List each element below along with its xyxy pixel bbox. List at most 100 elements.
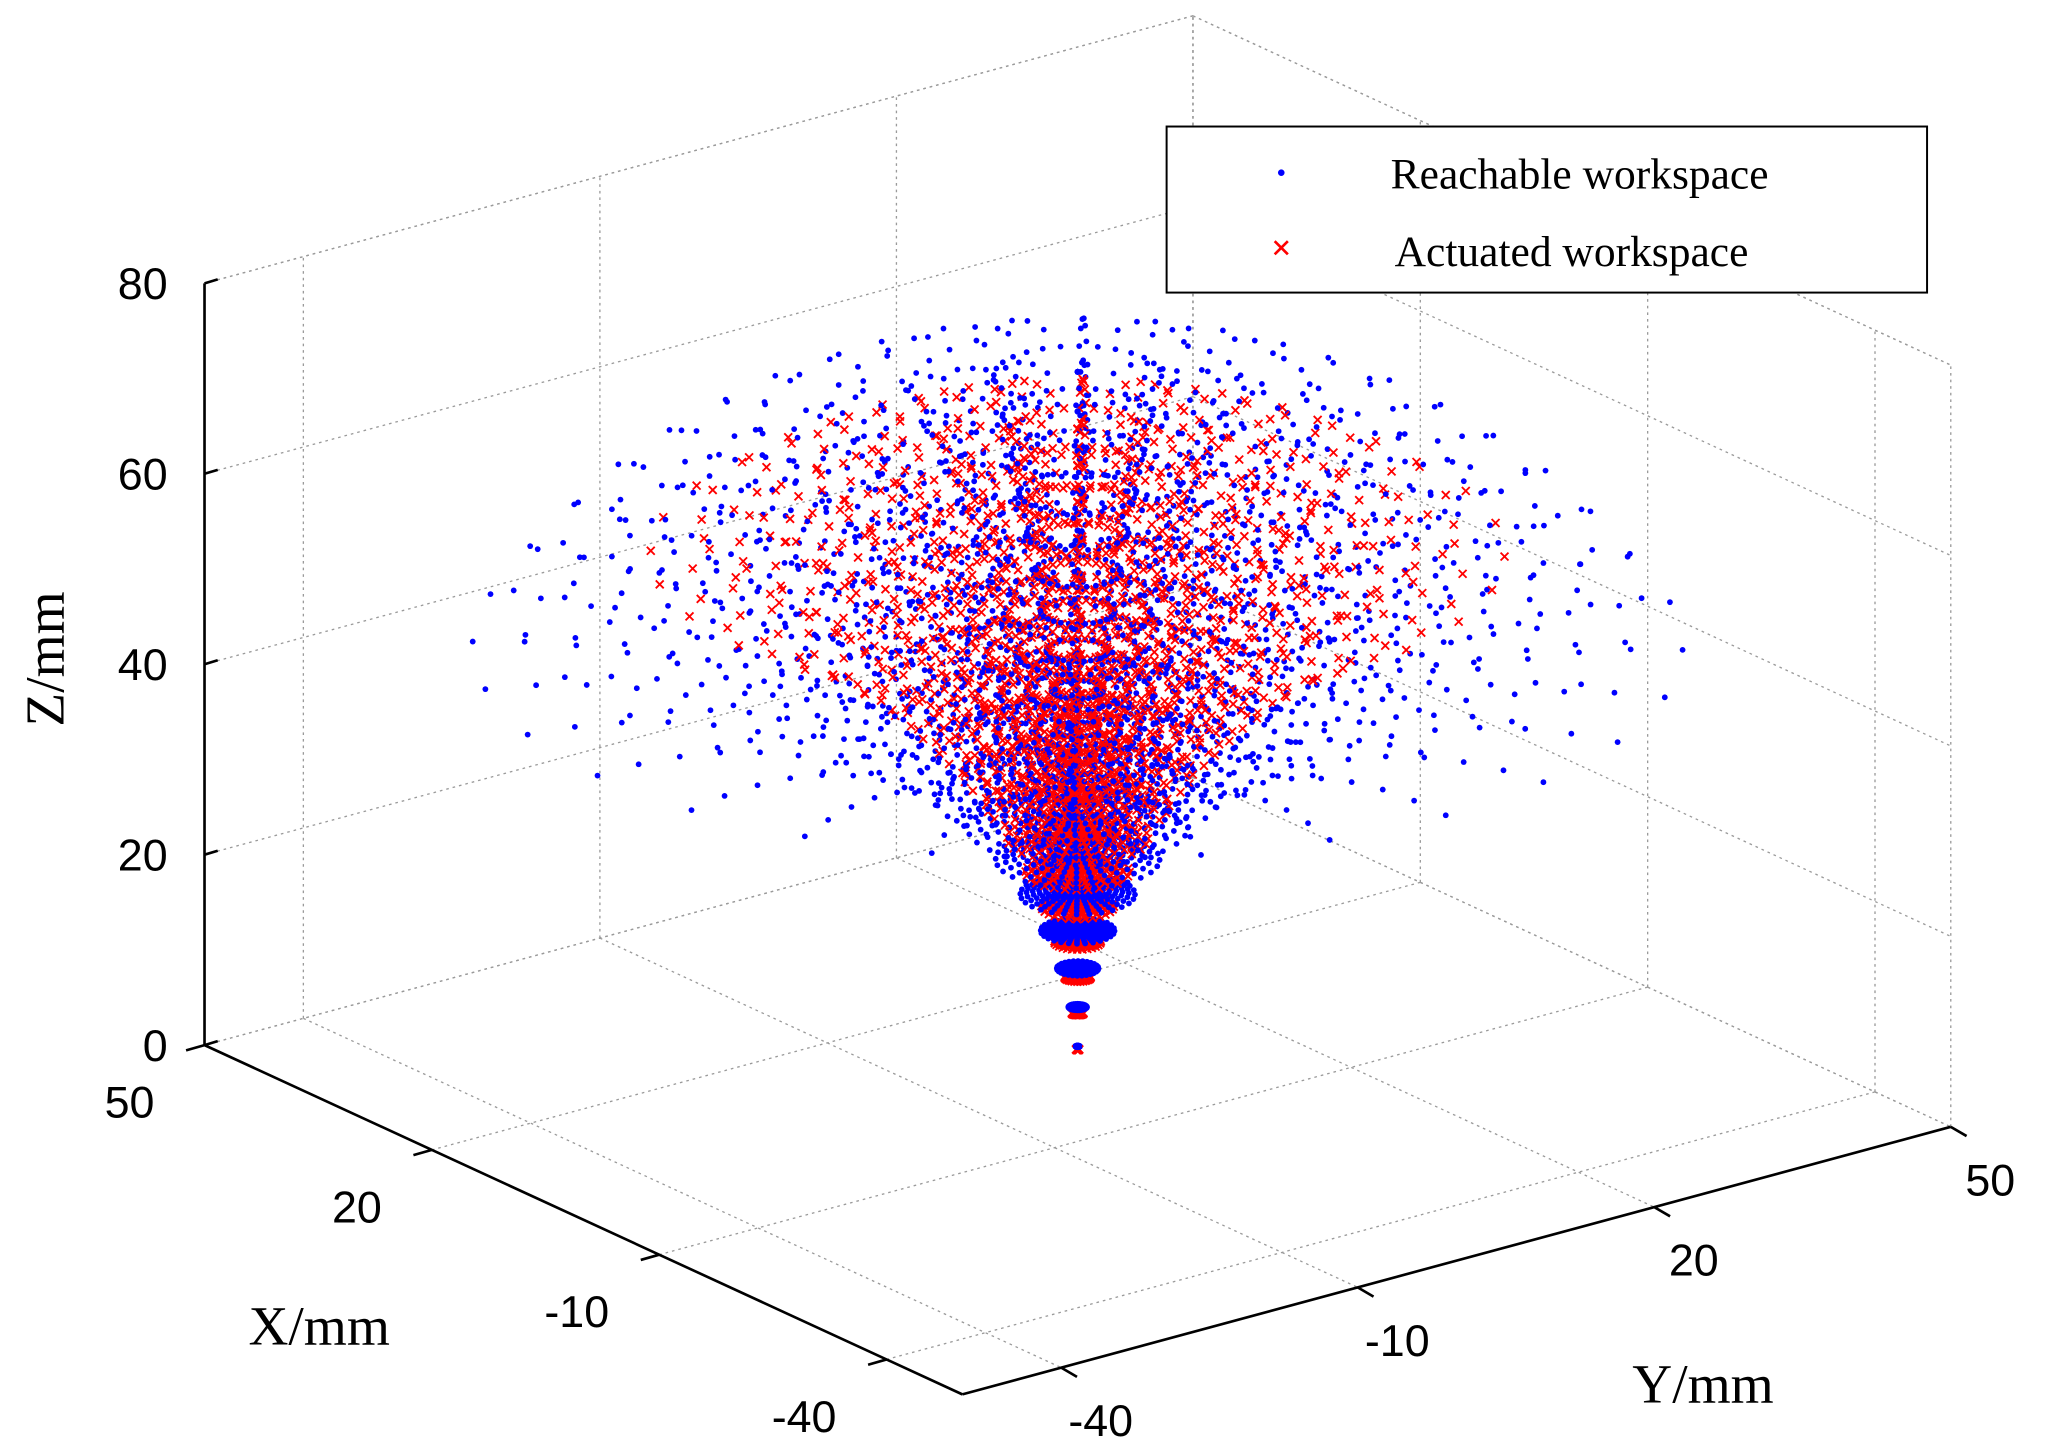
reachable-point <box>959 509 965 516</box>
reachable-point <box>1158 423 1165 429</box>
actuated-point <box>839 425 849 435</box>
actuated-point <box>840 495 850 505</box>
reachable-point <box>1146 848 1153 855</box>
reachable-point <box>762 401 769 408</box>
reachable-point <box>719 605 726 612</box>
reachable-point <box>1159 556 1166 563</box>
reachable-point <box>848 486 854 493</box>
reachable-point <box>791 426 798 433</box>
reachable-point <box>787 507 794 514</box>
reachable-point <box>887 508 894 515</box>
reachable-point <box>1235 757 1242 763</box>
reachable-point <box>1218 596 1225 602</box>
actuated-point <box>941 593 951 603</box>
actuated-point <box>1182 593 1193 603</box>
reachable-point <box>1059 386 1066 392</box>
reachable-point <box>622 517 629 523</box>
actuated-point <box>1079 464 1089 474</box>
reachable-point <box>1305 683 1311 690</box>
actuated-point <box>871 407 882 417</box>
actuated-point <box>1318 461 1329 472</box>
actuated-point <box>1166 623 1176 633</box>
reachable-point <box>1432 556 1438 562</box>
reachable-point <box>837 551 844 557</box>
reachable-point <box>1024 318 1031 324</box>
reachable-point <box>1110 370 1117 377</box>
actuated-point <box>1386 535 1396 545</box>
actuated-point <box>1044 405 1055 415</box>
reachable-point <box>1148 854 1154 861</box>
actuated-point <box>1029 582 1039 592</box>
reachable-point <box>1234 550 1241 556</box>
actuated-point <box>1135 579 1145 589</box>
reachable-point <box>1394 625 1401 632</box>
actuated-point <box>1378 609 1389 619</box>
reachable-point <box>995 849 1001 856</box>
reachable-point <box>819 589 826 596</box>
actuated-point <box>1285 462 1295 472</box>
actuated-point <box>893 602 903 612</box>
actuated-point <box>1168 600 1178 610</box>
reachable-point <box>1337 416 1343 423</box>
reachable-point <box>1174 378 1180 385</box>
reachable-point <box>1015 359 1022 366</box>
reachable-point <box>648 517 655 524</box>
grid-line-x <box>659 986 1648 1256</box>
actuated-point <box>851 451 861 461</box>
reachable-point <box>745 482 752 489</box>
actuated-point <box>783 432 793 442</box>
actuated-point <box>1183 517 1193 528</box>
reachable-point <box>1002 364 1009 371</box>
reachable-point <box>1188 488 1195 495</box>
actuated-point <box>1423 510 1433 520</box>
reachable-point <box>1204 368 1211 375</box>
reachable-point <box>1216 414 1223 421</box>
actuated-point <box>1211 623 1221 634</box>
reachable-point <box>1047 429 1053 436</box>
reachable-point <box>1074 368 1081 375</box>
reachable-point <box>1490 432 1497 439</box>
reachable-point <box>825 468 832 475</box>
actuated-point <box>996 499 1006 509</box>
reachable-point <box>1009 317 1015 324</box>
reachable-point <box>969 459 976 466</box>
reachable-point <box>897 524 904 531</box>
reachable-point <box>1275 428 1282 435</box>
reachable-point <box>1141 374 1148 381</box>
reachable-point <box>1161 816 1168 823</box>
reachable-point <box>860 388 866 394</box>
reachable-point <box>1149 412 1156 419</box>
reachable-point <box>1092 386 1099 392</box>
reachable-point <box>907 493 914 499</box>
reachable-point <box>792 554 799 560</box>
reachable-point <box>940 519 947 526</box>
reachable-point <box>878 402 885 409</box>
reachable-point <box>954 500 960 507</box>
reachable-point <box>1156 366 1163 373</box>
actuated-point <box>964 562 975 572</box>
reachable-point <box>826 356 833 363</box>
reachable-point <box>666 427 673 433</box>
actuated-point <box>930 650 940 660</box>
reachable-point <box>1475 666 1481 672</box>
actuated-point <box>1152 569 1162 579</box>
actuated-point <box>1302 479 1312 490</box>
reachable-point <box>1495 539 1502 546</box>
reachable-point <box>861 418 867 425</box>
reachable-point <box>1418 651 1425 658</box>
reachable-point <box>835 351 842 358</box>
reachable-point <box>1111 474 1118 481</box>
reachable-point <box>860 378 867 384</box>
reachable-point <box>1439 564 1446 571</box>
reachable-point <box>1192 389 1199 396</box>
reachable-point <box>1410 487 1416 493</box>
actuated-point <box>1218 519 1228 529</box>
x-tick <box>185 1043 205 1052</box>
actuated-point <box>1441 490 1451 500</box>
actuated-point <box>1449 520 1459 530</box>
reachable-point <box>679 482 686 489</box>
reachable-point <box>918 418 925 425</box>
reachable-point <box>790 458 797 464</box>
reachable-point <box>1298 624 1305 631</box>
actuated-point <box>878 664 888 674</box>
